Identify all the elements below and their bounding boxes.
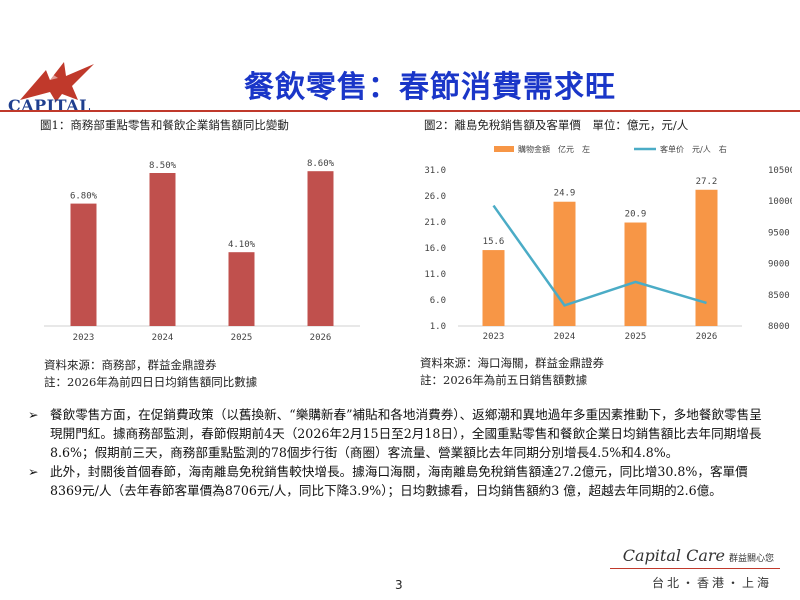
bullet-item: ➢ 此外，封關後首個春節，海南離島免稅銷售較快增長。據海口海關，海南離島免稅銷售… bbox=[28, 462, 774, 500]
chart1-bar-2024 bbox=[149, 173, 176, 326]
chart2-legend-bar-label: 購物金額 亿元 左 bbox=[518, 144, 590, 154]
chart2-left-tick: 31.0 bbox=[424, 166, 446, 176]
chart1-note: 註：2026年為前四日日均銷售額同比數據 bbox=[44, 375, 258, 389]
page-number: 3 bbox=[395, 578, 403, 592]
chart2-note: 註：2026年為前五日銷售額數據 bbox=[420, 373, 588, 387]
footer-divider bbox=[610, 568, 780, 569]
chart2-right-tick: 10500 bbox=[768, 166, 792, 176]
chart1-source: 資料來源：商務部，群益金鼎證券 註：2026年為前四日日均銷售額同比數據 bbox=[44, 357, 257, 391]
chart2-source: 資料來源：海口海關，群益金鼎證券 註：2026年為前五日銷售額數據 bbox=[420, 355, 604, 389]
chart2-data-label-2023: 15.6 bbox=[483, 237, 505, 247]
capital-bird-logo bbox=[20, 62, 94, 102]
chart1-x-tick-2023: 2023 bbox=[73, 333, 95, 343]
bullet-text-2: 此外，封關後首個春節，海南離島免稅銷售較快增長。據海口海關，海南離島免稅銷售額達… bbox=[50, 464, 748, 498]
title-divider bbox=[0, 110, 800, 112]
chart2-left-tick: 21.0 bbox=[424, 218, 446, 228]
footer-cities: 台北・香港・上海 bbox=[651, 576, 772, 590]
logo-text: CAPITAL bbox=[8, 96, 91, 115]
arrow-bullet-icon: ➢ bbox=[28, 464, 39, 479]
chart1-x-tick-2025: 2025 bbox=[231, 333, 253, 343]
page-title: 餐飲零售：春節消費需求旺 bbox=[244, 70, 616, 105]
chart1-bar-chart: 6.80% 2023 8.50% 2024 4.10% 2025 8.60% 2026 bbox=[44, 159, 360, 343]
chart2-x-tick-2023: 2023 bbox=[483, 332, 505, 342]
chart2-legend-line-label: 客单价 元/人 右 bbox=[660, 144, 727, 154]
chart1-x-tick-2024: 2024 bbox=[152, 333, 174, 343]
chart2-caption: 圖2：離島免稅銷售額及客單價 單位：億元，元/人 bbox=[424, 118, 689, 132]
bullet-item: ➢ 餐飲零售方面，在促銷費政策（以舊換新、“樂購新春”補貼和各地消費券）、返鄉潮… bbox=[28, 405, 774, 462]
chart2-bar-2024 bbox=[553, 201, 576, 326]
chart2-right-tick: 10000 bbox=[768, 197, 792, 207]
chart2-left-tick: 11.0 bbox=[424, 270, 446, 280]
chart2-source-line1: 資料來源：海口海關，群益金鼎證券 bbox=[420, 356, 604, 370]
chart1-data-label-2023: 6.80% bbox=[70, 192, 98, 202]
chart2-right-tick: 9000 bbox=[768, 260, 790, 270]
chart1-bar-2023 bbox=[70, 203, 97, 326]
chart1-caption: 圖1：商務部重點零售和餐飲企業銷售額同比變動 bbox=[40, 118, 289, 132]
chart2-x-tick-2024: 2024 bbox=[554, 332, 576, 342]
bullet-list: ➢ 餐飲零售方面，在促銷費政策（以舊換新、“樂購新春”補貼和各地消費券）、返鄉潮… bbox=[28, 405, 774, 500]
chart2-right-tick: 8500 bbox=[768, 291, 790, 301]
chart1-data-label-2025: 4.10% bbox=[228, 240, 256, 250]
chart2-left-tick: 26.0 bbox=[424, 192, 446, 202]
bullet-text-1: 餐飲零售方面，在促銷費政策（以舊換新、“樂購新春”補貼和各地消費券）、返鄉潮和異… bbox=[50, 407, 762, 460]
chart2-data-label-2026: 27.2 bbox=[696, 177, 718, 187]
chart2-data-label-2024: 24.9 bbox=[554, 189, 576, 199]
chart2-left-tick: 16.0 bbox=[424, 244, 446, 254]
chart2-right-tick: 9500 bbox=[768, 228, 790, 238]
chart2-data-label-2025: 20.9 bbox=[625, 210, 647, 220]
chart2-bar-2026 bbox=[695, 189, 718, 326]
chart2-legend-bar-swatch bbox=[494, 146, 514, 152]
chart2-bar-2023 bbox=[482, 250, 505, 326]
brand-name: Capital Care bbox=[622, 546, 725, 565]
chart2-right-tick: 8000 bbox=[768, 322, 790, 332]
chart1-x-tick-2026: 2026 bbox=[310, 333, 332, 343]
chart1-source-line1: 資料來源：商務部，群益金鼎證券 bbox=[44, 358, 217, 372]
chart2-x-tick-2025: 2025 bbox=[625, 332, 647, 342]
chart2-left-tick: 6.0 bbox=[430, 296, 446, 306]
chart2-bar-2025 bbox=[624, 222, 647, 326]
arrow-bullet-icon: ➢ bbox=[28, 407, 39, 422]
chart1-data-label-2024: 8.50% bbox=[149, 161, 177, 171]
chart1-data-label-2026: 8.60% bbox=[307, 159, 335, 169]
chart1-bar-2025 bbox=[228, 252, 255, 326]
chart2-x-tick-2026: 2026 bbox=[696, 332, 718, 342]
brand-sub: 群益關心您 bbox=[728, 554, 774, 564]
footer-brand: Capital Care 群益關心您 bbox=[623, 546, 774, 565]
chart1-bar-2026 bbox=[307, 171, 334, 326]
chart2-left-tick: 1.0 bbox=[430, 322, 446, 332]
chart2-line-series bbox=[492, 204, 707, 307]
chart2-combo-chart: 購物金額 亿元 左 客单价 元/人 右 1.0 6.0 11.0 16.0 21.0 26.0… bbox=[424, 144, 792, 342]
